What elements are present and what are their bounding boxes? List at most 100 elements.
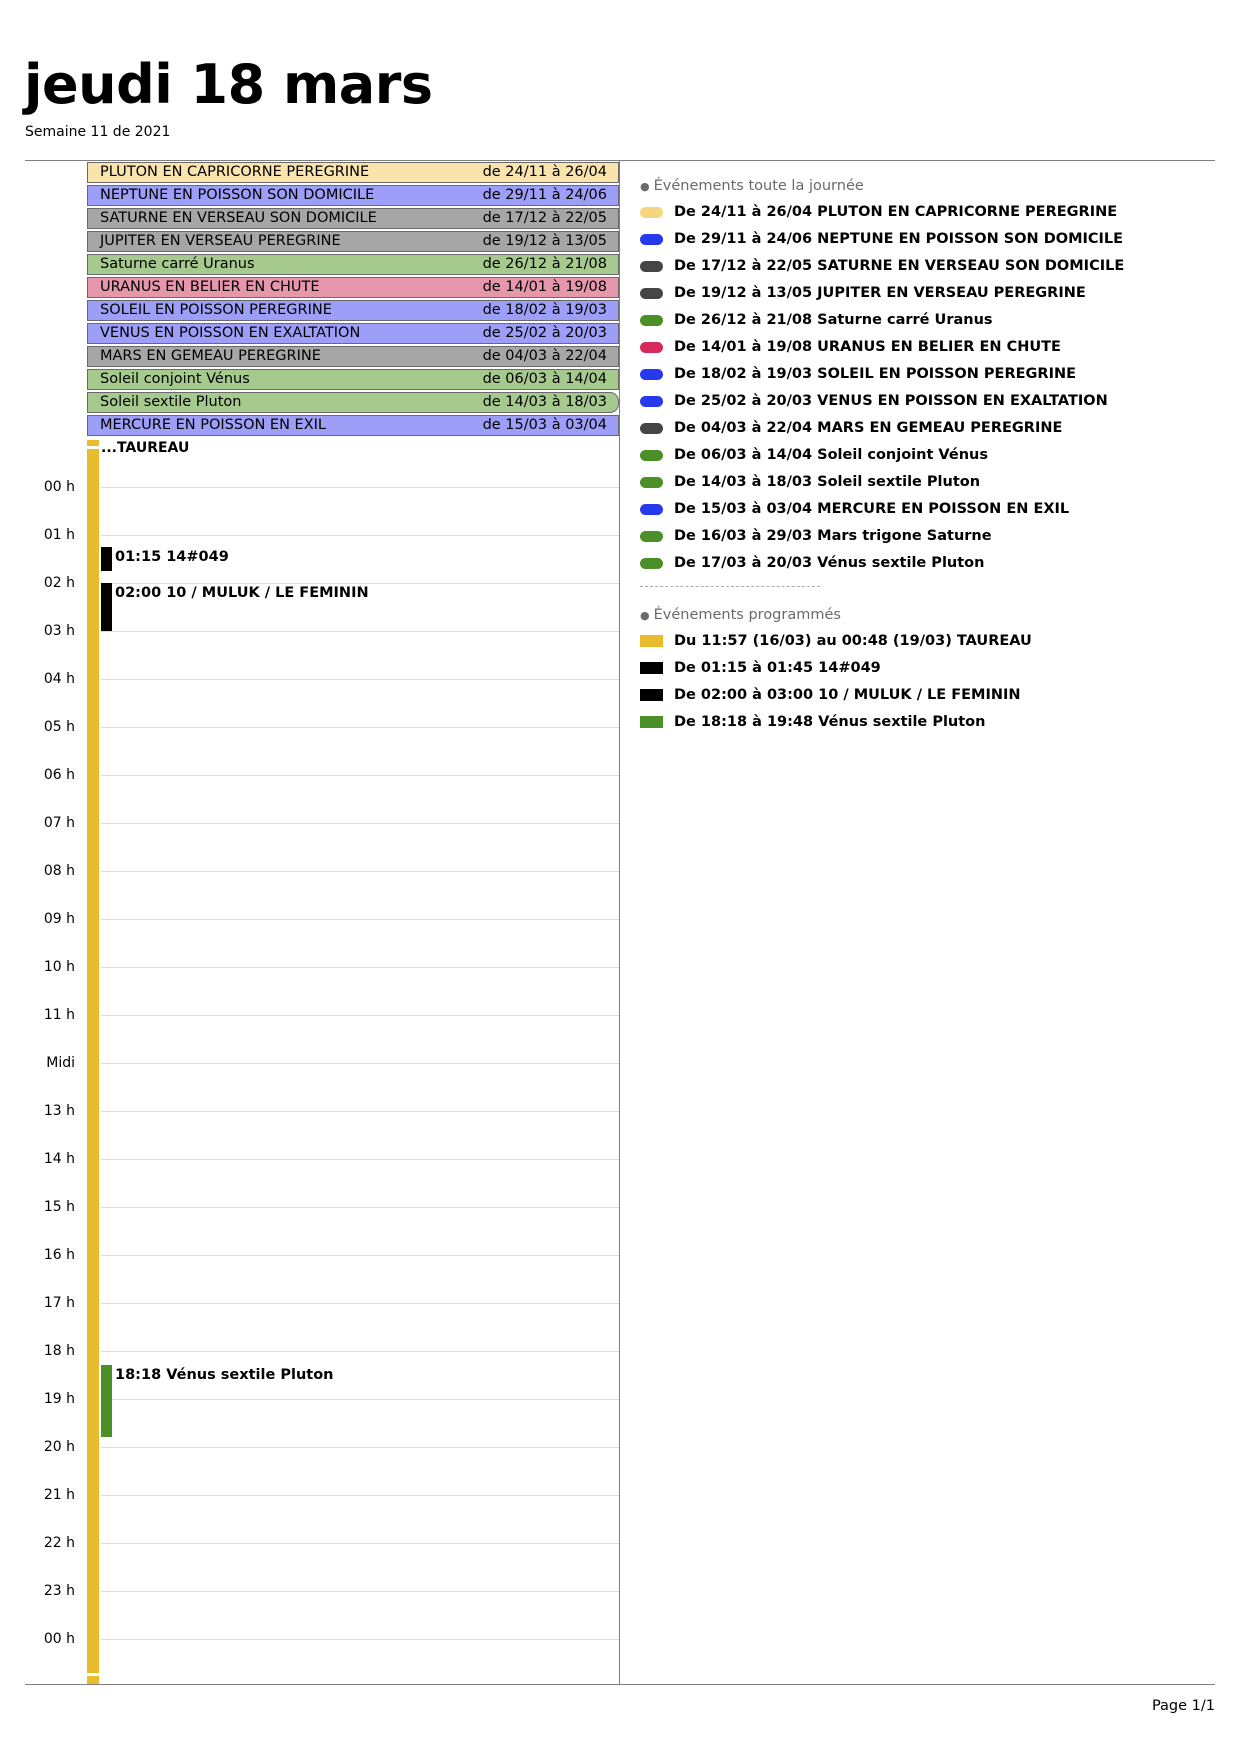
event-label: Saturne carré Uranus bbox=[100, 256, 255, 272]
all-day-event[interactable]: PLUTON EN CAPRICORNE PEREGRINE de 24/11 à… bbox=[87, 162, 619, 183]
legend-item-text: De 24/11 à 26/04 PLUTON EN CAPRICORNE PE… bbox=[674, 204, 1118, 220]
color-swatch bbox=[640, 423, 663, 434]
timed-legend-heading: ● Événements programmés bbox=[640, 607, 841, 623]
all-day-event[interactable]: JUPITER EN VERSEAU PEREGRINE de 19/12 à 1… bbox=[87, 231, 619, 252]
legend-item-text: De 04/03 à 22/04 MARS EN GEMEAU PEREGRIN… bbox=[674, 420, 1063, 436]
hour-label: 20 h bbox=[43, 1439, 75, 1455]
hour-label: 02 h bbox=[43, 575, 75, 591]
hour-label: 23 h bbox=[43, 1583, 75, 1599]
hour-label: 22 h bbox=[43, 1535, 75, 1551]
legend-item-text: De 17/12 à 22/05 SATURNE EN VERSEAU SON … bbox=[674, 258, 1125, 274]
event-date-range: de 04/03 à 22/04 bbox=[482, 348, 607, 364]
timed-event-bar[interactable] bbox=[101, 1365, 112, 1438]
all-day-event[interactable]: MERCURE EN POISSON EN EXIL de 15/03 à 03/… bbox=[87, 415, 619, 436]
allday-legend-heading: ● Événements toute la journée bbox=[640, 178, 864, 194]
bullet-icon: ● bbox=[640, 180, 650, 193]
legend-item-text: De 06/03 à 14/04 Soleil conjoint Vénus bbox=[674, 447, 988, 463]
all-day-event[interactable]: Soleil conjoint Vénus de 06/03 à 14/04 bbox=[87, 369, 619, 390]
bottom-rule bbox=[25, 1684, 1215, 1685]
hour-label: 03 h bbox=[43, 623, 75, 639]
page-title: jeudi 18 mars bbox=[24, 53, 433, 116]
event-continuation-marker bbox=[87, 1673, 99, 1676]
event-label: Soleil conjoint Vénus bbox=[100, 371, 250, 387]
color-swatch bbox=[640, 315, 663, 326]
hour-gridline bbox=[101, 919, 619, 920]
hour-gridline bbox=[101, 1351, 619, 1352]
event-label: JUPITER EN VERSEAU PEREGRINE bbox=[100, 233, 341, 249]
all-day-event[interactable]: Soleil sextile Pluton de 14/03 à 18/03 bbox=[87, 392, 619, 413]
color-swatch bbox=[640, 261, 663, 272]
legend-item-text: De 15/03 à 03/04 MERCURE EN POISSON EN E… bbox=[674, 501, 1070, 517]
color-swatch bbox=[640, 716, 663, 728]
color-swatch bbox=[640, 396, 663, 407]
hour-label: 10 h bbox=[43, 959, 75, 975]
event-date-range: de 24/11 à 26/04 bbox=[482, 164, 607, 180]
legend-item-text: De 18:18 à 19:48 Vénus sextile Pluton bbox=[674, 714, 986, 730]
hour-label: 09 h bbox=[43, 911, 75, 927]
column-divider bbox=[619, 160, 620, 1684]
all-day-event[interactable]: MARS EN GEMEAU PEREGRINE de 04/03 à 22/04 bbox=[87, 346, 619, 367]
timed-event-label[interactable]: 02:00 10 / MULUK / LE FEMININ bbox=[115, 585, 369, 601]
hour-gridline bbox=[101, 487, 619, 488]
legend-item-text: De 19/12 à 13/05 JUPITER EN VERSEAU PERE… bbox=[674, 285, 1086, 301]
hour-gridline bbox=[101, 1639, 619, 1640]
legend-item-text: De 14/03 à 18/03 Soleil sextile Pluton bbox=[674, 474, 981, 490]
event-label: SATURNE EN VERSEAU SON DOMICILE bbox=[100, 210, 377, 226]
hour-gridline bbox=[101, 1111, 619, 1112]
hour-gridline bbox=[101, 1255, 619, 1256]
legend-item-text: De 17/03 à 20/03 Vénus sextile Pluton bbox=[674, 555, 985, 571]
timed-event-label[interactable]: 18:18 Vénus sextile Pluton bbox=[115, 1367, 334, 1384]
hour-gridline bbox=[101, 1495, 619, 1496]
hour-gridline bbox=[101, 775, 619, 776]
hour-gridline bbox=[101, 1447, 619, 1448]
hour-label: 05 h bbox=[43, 719, 75, 735]
all-day-event[interactable]: SOLEIL EN POISSON PEREGRINE de 18/02 à 19… bbox=[87, 300, 619, 321]
event-label: MARS EN GEMEAU PEREGRINE bbox=[100, 348, 321, 364]
hour-label: 07 h bbox=[43, 815, 75, 831]
hour-label: 00 h bbox=[43, 479, 75, 495]
multi-day-event-label[interactable]: ...TAUREAU bbox=[101, 440, 190, 456]
hour-gridline bbox=[101, 823, 619, 824]
multi-day-event-bar[interactable] bbox=[87, 440, 99, 1684]
page-number: Page 1/1 bbox=[1151, 1698, 1215, 1714]
hour-gridline bbox=[101, 679, 619, 680]
all-day-event[interactable]: NEPTUNE EN POISSON SON DOMICILE de 29/11 … bbox=[87, 185, 619, 206]
color-swatch bbox=[640, 635, 663, 647]
event-continuation-marker bbox=[87, 446, 99, 449]
hour-label: 11 h bbox=[43, 1007, 75, 1023]
color-swatch bbox=[640, 207, 663, 218]
legend-item-text: De 02:00 à 03:00 10 / MULUK / LE FEMININ bbox=[674, 687, 1021, 703]
all-day-event[interactable]: SATURNE EN VERSEAU SON DOMICILE de 17/12 … bbox=[87, 208, 619, 229]
event-date-range: de 25/02 à 20/03 bbox=[482, 325, 607, 341]
event-label: Soleil sextile Pluton bbox=[100, 394, 242, 410]
legend-item-text: De 26/12 à 21/08 Saturne carré Uranus bbox=[674, 312, 993, 328]
legend-item-text: De 25/02 à 20/03 VENUS EN POISSON EN EXA… bbox=[674, 393, 1108, 409]
event-label: URANUS EN BELIER EN CHUTE bbox=[100, 279, 320, 295]
color-swatch bbox=[640, 689, 663, 701]
hour-label: 14 h bbox=[43, 1151, 75, 1167]
hour-label: 18 h bbox=[43, 1343, 75, 1359]
event-date-range: de 18/02 à 19/03 bbox=[482, 302, 607, 318]
timed-event-bar[interactable] bbox=[101, 547, 112, 571]
all-day-event[interactable]: VENUS EN POISSON EN EXALTATION de 25/02 à… bbox=[87, 323, 619, 344]
hour-gridline bbox=[101, 1543, 619, 1544]
timed-event-bar[interactable] bbox=[101, 583, 112, 631]
hour-gridline bbox=[101, 1159, 619, 1160]
event-date-range: de 14/01 à 19/08 bbox=[482, 279, 607, 295]
color-swatch bbox=[640, 504, 663, 515]
hour-gridline bbox=[101, 1207, 619, 1208]
all-day-event[interactable]: Saturne carré Uranus de 26/12 à 21/08 bbox=[87, 254, 619, 275]
all-day-event[interactable]: URANUS EN BELIER EN CHUTE de 14/01 à 19/0… bbox=[87, 277, 619, 298]
top-rule bbox=[25, 160, 1215, 161]
legend-item-text: De 18/02 à 19/03 SOLEIL EN POISSON PEREG… bbox=[674, 366, 1077, 382]
hour-gridline bbox=[101, 1399, 619, 1400]
color-swatch bbox=[640, 288, 663, 299]
event-label: NEPTUNE EN POISSON SON DOMICILE bbox=[100, 187, 375, 203]
hour-gridline bbox=[101, 1015, 619, 1016]
color-swatch bbox=[640, 450, 663, 461]
hour-gridline bbox=[101, 1063, 619, 1064]
hour-gridline bbox=[101, 871, 619, 872]
hour-label: 17 h bbox=[43, 1295, 75, 1311]
timed-event-label[interactable]: 01:15 14#049 bbox=[115, 549, 229, 565]
legend-item-text: De 14/01 à 19/08 URANUS EN BELIER EN CHU… bbox=[674, 339, 1061, 355]
